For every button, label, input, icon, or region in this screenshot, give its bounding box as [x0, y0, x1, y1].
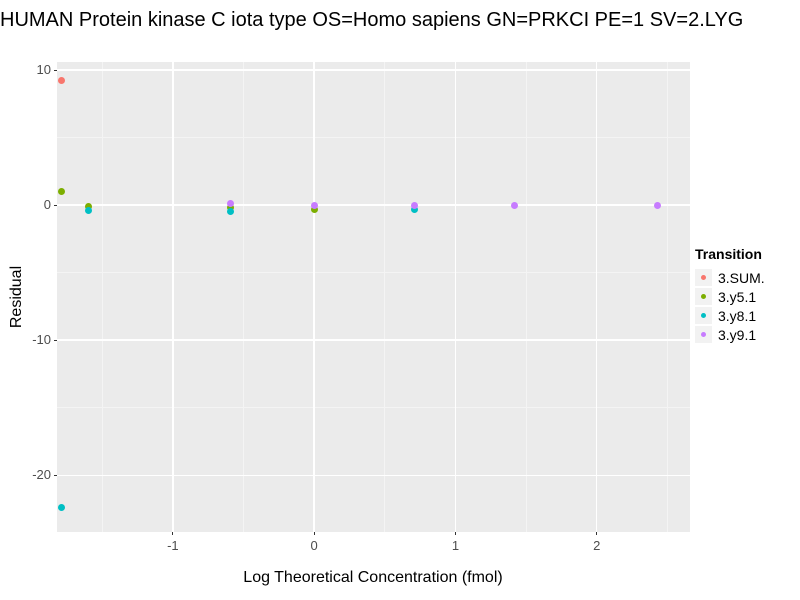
legend-item-label: 3.y5.1: [718, 288, 757, 305]
gridline-y-minor: [57, 272, 690, 274]
y-tick-label: 10: [36, 62, 51, 78]
legend-item-label: 3.SUM.: [718, 269, 765, 286]
x-tick-label: 1: [451, 538, 460, 553]
legend-item: 3.y5.1: [695, 287, 765, 306]
gridline-x-major: [313, 62, 315, 532]
x-tick-mark: [172, 532, 174, 535]
legend-title: Transition: [695, 246, 762, 262]
data-point: [511, 201, 519, 209]
y-tick-mark: [54, 69, 57, 71]
data-point: [84, 203, 92, 210]
data-point: [310, 205, 318, 213]
gridline-x-minor: [666, 62, 668, 532]
legend-key: [695, 307, 712, 324]
gridline-x-major: [595, 62, 598, 532]
y-tick-label: -10: [32, 332, 51, 348]
gridline-y-minor: [57, 407, 690, 409]
legend-dot-icon: [701, 332, 706, 337]
data-point: [57, 77, 65, 85]
gridline-y-major: [57, 474, 690, 477]
legend: Transition 3.SUM. 3.y5.1 3.y8.1 3.y9.1: [695, 246, 765, 344]
y-tick-mark: [54, 339, 57, 341]
gridline-y-major: [57, 69, 690, 71]
gridline-x-minor: [525, 62, 527, 532]
data-point: [227, 200, 235, 208]
gridline-y-major: [57, 339, 690, 341]
y-tick-mark: [54, 474, 57, 476]
x-tick-label: 2: [593, 538, 601, 553]
y-tick-mark: [54, 204, 57, 206]
legend-dot-icon: [701, 294, 706, 299]
legend-dot-icon: [701, 275, 706, 280]
legend-key: [695, 288, 712, 305]
legend-item: 3.y8.1: [695, 306, 765, 325]
y-tick-label: -20: [32, 467, 51, 483]
plot-panel: [57, 62, 690, 532]
x-tick-mark: [454, 532, 456, 535]
data-point: [654, 201, 661, 209]
legend-item: 3.y9.1: [695, 325, 765, 344]
chart-title: HUMAN Protein kinase C iota type OS=Homo…: [0, 9, 744, 31]
x-tick-label: -1: [167, 538, 179, 553]
x-tick-mark: [596, 532, 598, 535]
x-tick-mark: [313, 532, 315, 535]
legend-key: [695, 326, 712, 343]
legend-item: 3.SUM.: [695, 268, 765, 287]
gridline-x-major: [454, 62, 457, 532]
data-point: [410, 201, 418, 209]
gridline-y-major: [57, 204, 690, 206]
y-axis-title: Residual: [8, 265, 25, 329]
gridline-x-minor: [101, 62, 103, 532]
legend-dot-icon: [701, 313, 706, 318]
x-axis-title: Log Theoretical Concentration (fmol): [243, 569, 503, 586]
data-point: [84, 207, 92, 215]
gridline-x-minor: [243, 62, 244, 532]
y-tick-label: 0: [43, 197, 51, 213]
x-tick-label: 0: [310, 538, 318, 553]
legend-key: [695, 269, 712, 286]
gridline-x-major: [172, 62, 174, 532]
legend-item-label: 3.y8.1: [718, 307, 757, 324]
legend-item-label: 3.y9.1: [718, 326, 757, 343]
gridline-y-minor: [57, 137, 690, 139]
data-point: [310, 201, 318, 209]
data-point: [227, 207, 235, 215]
data-point: [410, 205, 418, 213]
gridline-x-minor: [384, 62, 386, 532]
data-point: [57, 188, 65, 196]
data-point: [57, 504, 65, 512]
